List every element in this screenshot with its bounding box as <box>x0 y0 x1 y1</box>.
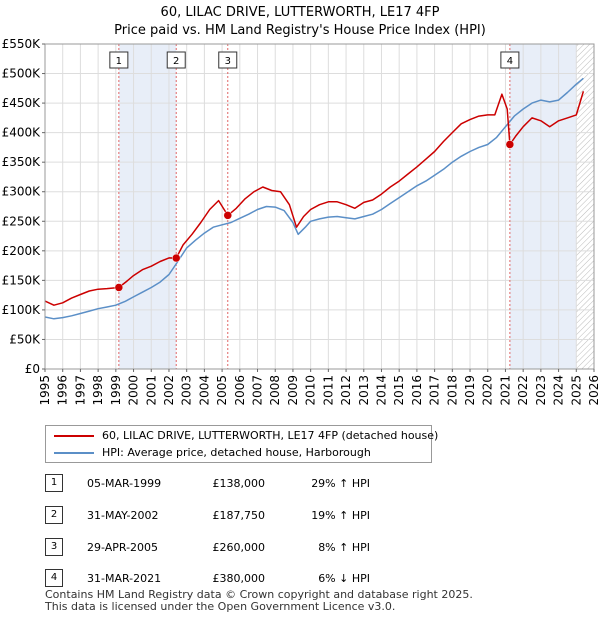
x-tick-label: 2010 <box>304 375 318 406</box>
x-tick-label: 2005 <box>215 375 229 406</box>
x-tick-label: 2012 <box>339 375 353 406</box>
sale-row: 2 31-MAY-2002 £187,750 19% ↑ HPI <box>45 506 445 524</box>
x-tick-label: 2007 <box>251 375 265 406</box>
sale-price: £187,750 <box>212 509 266 522</box>
x-tick-label: 1999 <box>109 375 123 406</box>
sale-date: 05-MAR-1999 <box>87 477 162 490</box>
title-line-2: Price paid vs. HM Land Registry's House … <box>114 23 486 38</box>
x-tick-label: 2013 <box>357 375 371 406</box>
y-tick-label: £550K <box>2 37 42 51</box>
sale-row: 1 05-MAR-1999 £138,000 29% ↑ HPI <box>45 474 445 492</box>
series-line-property <box>45 91 585 306</box>
sale-point <box>171 253 181 263</box>
sale-marker-box <box>109 51 129 69</box>
sale-row: 4 31-MAR-2021 £380,000 6% ↓ HPI <box>45 569 445 587</box>
highlight-span <box>118 44 177 369</box>
legend-swatch-property <box>54 435 94 437</box>
x-tick-label: 2011 <box>321 375 335 406</box>
x-tick-label: 2016 <box>410 375 424 406</box>
sale-price: £260,000 <box>212 541 266 554</box>
footer-line-2: This data is licensed under the Open Gov… <box>45 600 396 613</box>
x-tick-label: 2002 <box>162 375 176 406</box>
footer-attribution: Contains HM Land Registry data © Crown c… <box>45 589 473 613</box>
sale-hpi-change: 19% ↑ HPI <box>311 509 370 522</box>
y-tick-label: £300K <box>2 185 42 199</box>
x-tick-label: 2021 <box>498 375 512 406</box>
sale-marker-label: 1 <box>116 56 122 67</box>
y-tick-label: £200K <box>2 244 42 258</box>
x-tick-label: 2025 <box>569 375 583 406</box>
title-line-1: 60, LILAC DRIVE, LUTTERWORTH, LE17 4FP <box>160 5 440 20</box>
y-tick-label: £250K <box>2 214 42 228</box>
footer-line-1: Contains HM Land Registry data © Crown c… <box>45 588 473 601</box>
sale-point <box>114 283 124 292</box>
sale-date: 31-MAR-2021 <box>87 572 162 585</box>
y-tick-label: £450K <box>2 96 42 110</box>
y-tick-label: £400K <box>2 126 42 140</box>
x-tick-label: 1996 <box>56 375 70 406</box>
x-tick-label: 2024 <box>552 375 566 406</box>
price-chart: 1 2 3 4 £0 £50K £100K £150K £200K £250K £300K £350… <box>2 37 600 406</box>
x-tick-label: 1997 <box>73 375 87 406</box>
y-tick-label: £150K <box>2 273 42 287</box>
x-tick-label: 1998 <box>91 375 105 406</box>
sale-row: 3 29-APR-2005 £260,000 8% ↑ HPI <box>45 538 445 556</box>
sale-marker-box <box>218 51 238 69</box>
x-tick-label: 2015 <box>392 375 406 406</box>
sale-hpi-change: 8% ↑ HPI <box>318 541 370 554</box>
sale-date: 29-APR-2005 <box>87 541 159 554</box>
legend-swatch-hpi <box>54 452 94 454</box>
legend-label-property: 60, LILAC DRIVE, LUTTERWORTH, LE17 4FP (… <box>102 429 439 442</box>
sale-number-badge: 4 <box>45 569 63 587</box>
sale-point <box>223 211 233 220</box>
y-tick-label: £50K <box>9 332 41 346</box>
sale-point <box>505 140 515 149</box>
sale-marker-box <box>500 51 520 69</box>
sale-date: 31-MAY-2002 <box>87 509 159 522</box>
sale-number-badge: 2 <box>45 506 63 524</box>
x-tick-label: 1995 <box>38 375 52 406</box>
sale-number-badge: 1 <box>45 474 63 492</box>
x-tick-label: 2001 <box>144 375 158 406</box>
sale-number-badge: 3 <box>45 538 63 556</box>
x-tick-label: 2009 <box>286 375 300 406</box>
y-tick-label: £0 <box>25 362 40 376</box>
x-tick-label: 2020 <box>481 375 495 406</box>
x-tick-label: 2023 <box>534 375 548 406</box>
plot-frame <box>44 43 595 370</box>
x-tick-label: 2022 <box>516 375 530 406</box>
y-tick-label: £500K <box>2 67 42 81</box>
x-tick-label: 2000 <box>127 375 141 406</box>
sale-marker-box <box>166 51 186 69</box>
x-tick-label: 2017 <box>428 375 442 406</box>
highlight-span <box>509 44 577 369</box>
x-tick-label: 2026 <box>587 375 600 406</box>
sale-marker-label: 2 <box>173 56 179 67</box>
sale-marker-label: 3 <box>225 56 231 67</box>
x-tick-label: 2003 <box>180 375 194 406</box>
sale-hpi-change: 6% ↓ HPI <box>318 572 370 585</box>
forecast-hatch <box>576 44 594 369</box>
x-tick-label: 2019 <box>463 375 477 406</box>
chart-title: 60, LILAC DRIVE, LUTTERWORTH, LE17 4FP P… <box>0 4 600 40</box>
legend: 60, LILAC DRIVE, LUTTERWORTH, LE17 4FP (… <box>45 425 438 463</box>
y-tick-label: £100K <box>2 303 42 317</box>
x-tick-label: 2014 <box>374 375 388 406</box>
x-tick-label: 2006 <box>233 375 247 406</box>
sale-price: £380,000 <box>212 572 266 585</box>
legend-label-hpi: HPI: Average price, detached house, Harb… <box>102 446 371 459</box>
x-tick-label: 2018 <box>445 375 459 406</box>
x-tick-label: 2008 <box>268 375 282 406</box>
sale-hpi-change: 29% ↑ HPI <box>311 477 370 490</box>
y-tick-label: £350K <box>2 155 42 169</box>
x-tick-label: 2004 <box>197 375 211 406</box>
series-line-hpi <box>45 77 584 320</box>
sale-marker-label: 4 <box>507 56 513 67</box>
sale-price: £138,000 <box>212 477 266 490</box>
